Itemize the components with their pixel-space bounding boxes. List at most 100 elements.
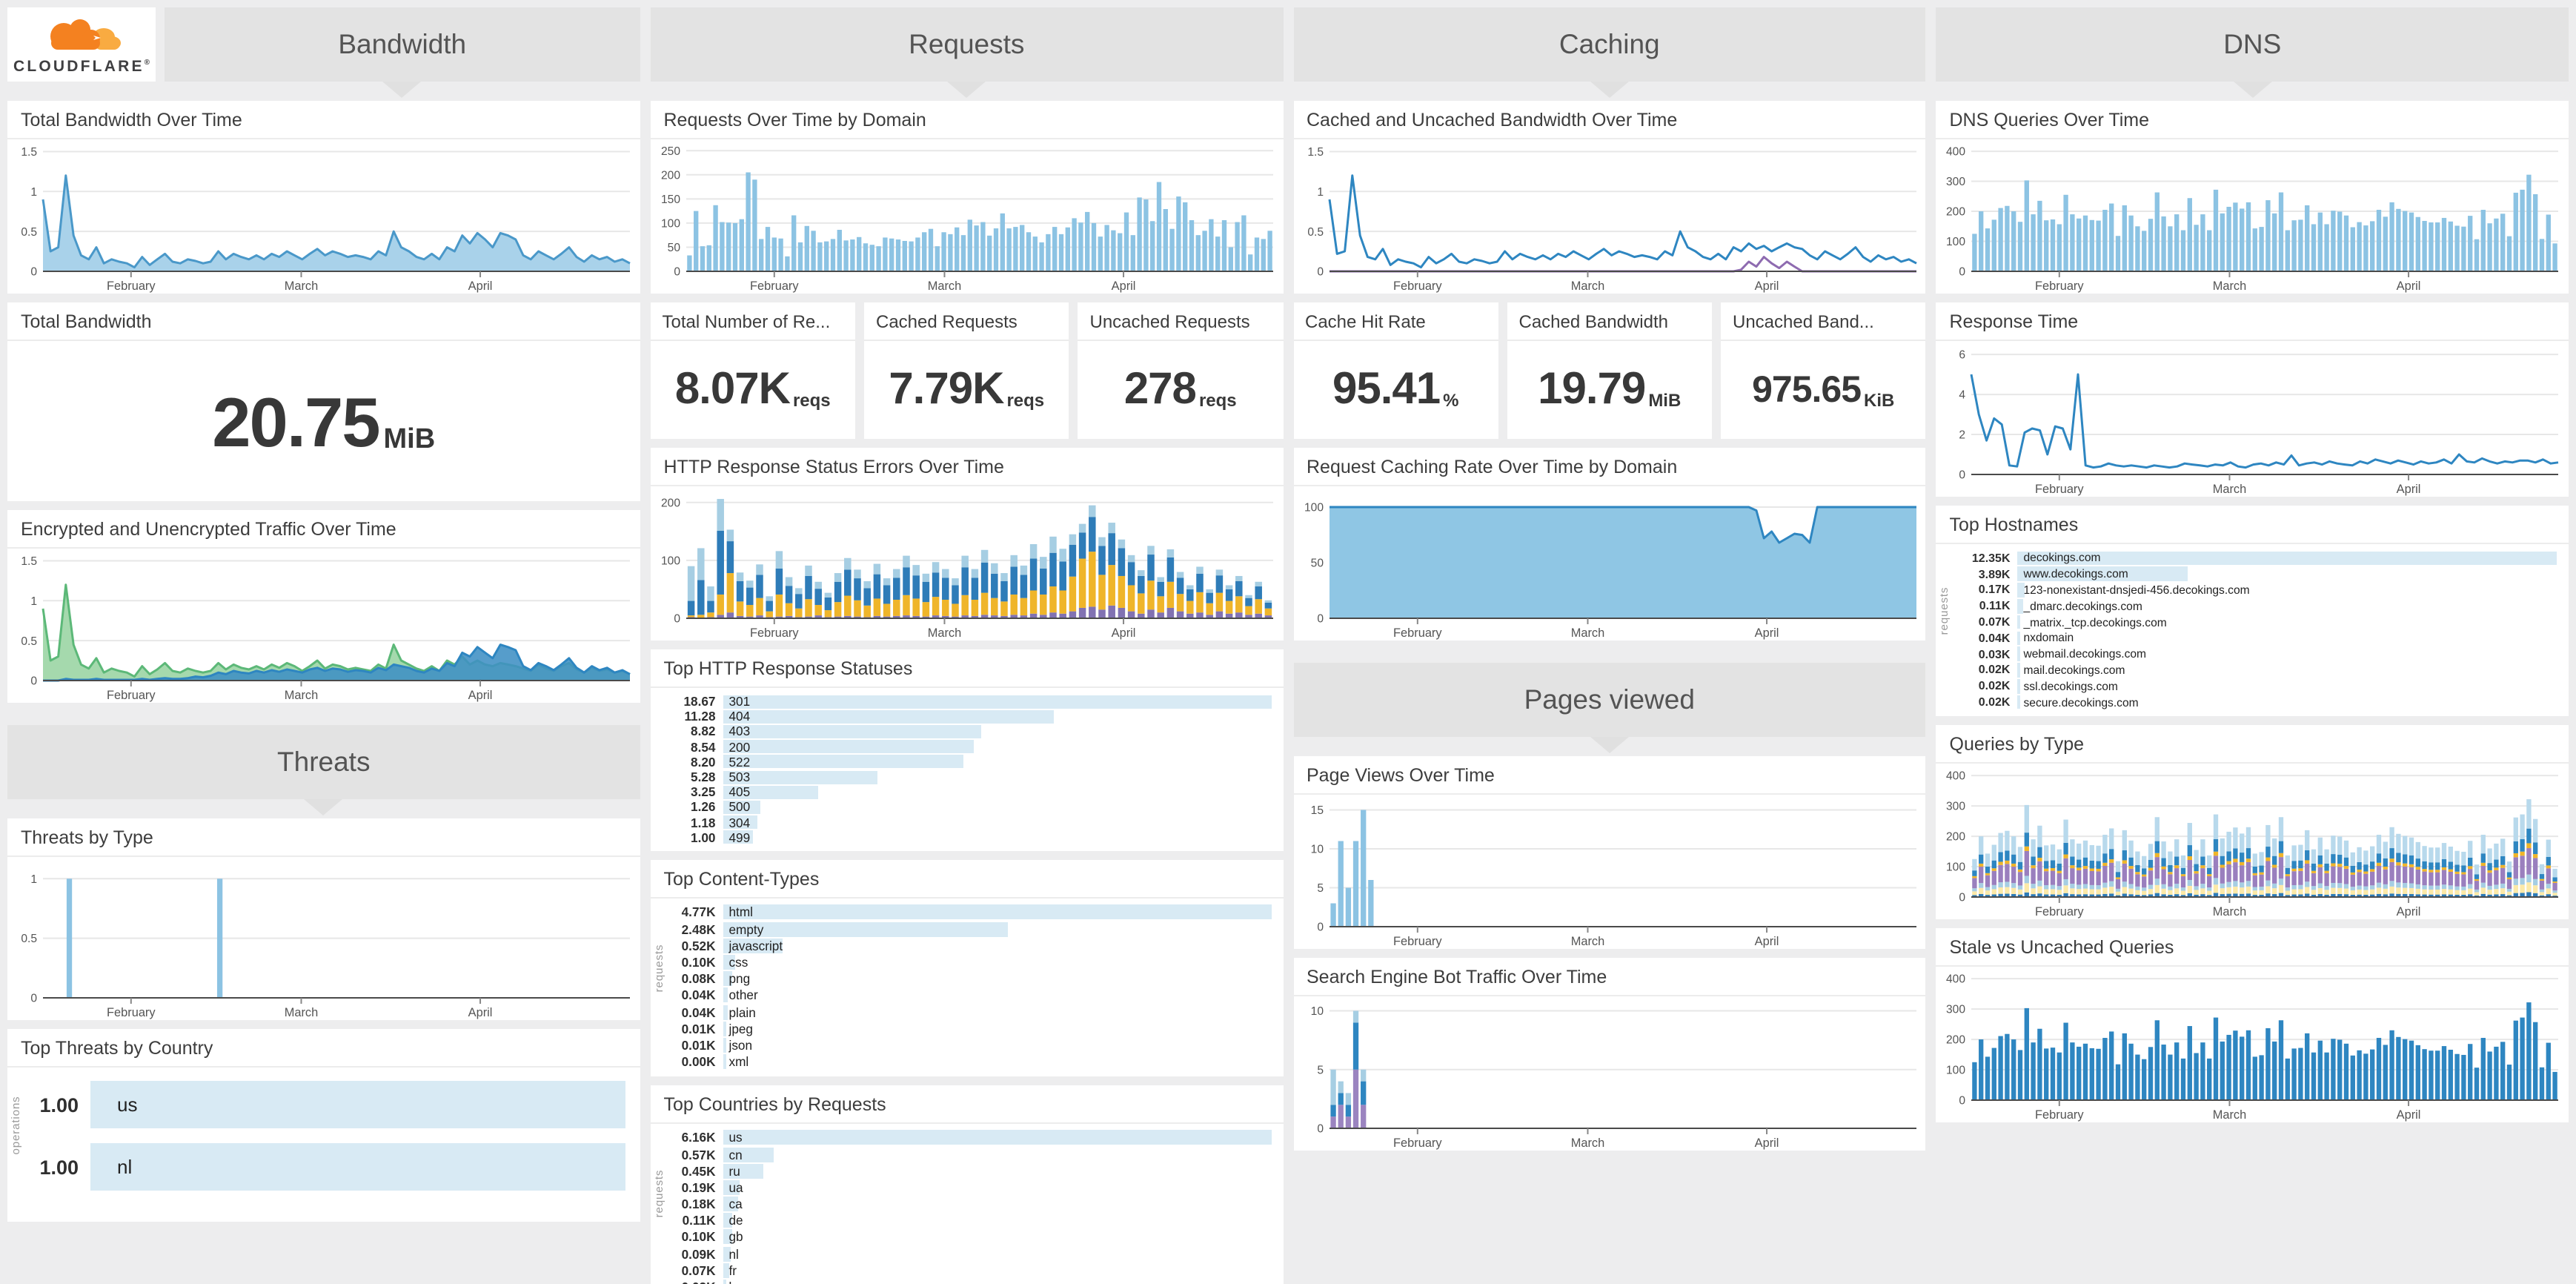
svg-text:March: March xyxy=(2213,1108,2247,1122)
row-value: 6.16K xyxy=(681,1130,716,1145)
svg-text:1: 1 xyxy=(30,595,37,608)
column-bandwidth: CLOUDFLARE® Bandwidth Total Bandwidth Ov… xyxy=(7,7,640,1277)
row-bar xyxy=(723,1163,763,1179)
stat-number: 19.79 xyxy=(1538,365,1646,414)
row-bar xyxy=(723,1213,733,1228)
panel-title: Top Content-Types xyxy=(650,860,1283,899)
stale-vs-uncached-chart[interactable]: 0 100 200 300 400 February March April xyxy=(1936,967,2569,1122)
queries-by-type-panel: Queries by Type 0 100 200 300 400 February Mar… xyxy=(1936,724,2569,919)
svg-text:100: 100 xyxy=(1304,502,1323,514)
request-caching-rate-chart[interactable]: 0 50 100 February March April xyxy=(1293,486,1926,641)
list-item: 0.03K webmail.decokings.com xyxy=(1956,646,2557,663)
row-label: gb xyxy=(728,1229,743,1245)
stat-title: Uncached Requests xyxy=(1078,302,1283,341)
dns-queries-chart[interactable]: 0 100 200 300 400 February March April xyxy=(1936,139,2569,294)
svg-text:300: 300 xyxy=(1946,801,1965,813)
top-countries-list: 6.16K us 0.57K cn 0.45K ru 0.19K ua 0.18K ca 0.11K… xyxy=(651,1124,1284,1284)
svg-text:April: April xyxy=(1111,626,1135,640)
queries-by-type-chart[interactable]: 0 100 200 300 400 February March April xyxy=(1936,764,2569,919)
row-bar xyxy=(723,938,783,953)
row-value: 0.10K xyxy=(681,955,716,970)
panel-title: Search Engine Bot Traffic Over Time xyxy=(1293,958,1926,996)
row-label: 123-nonexistant-dnsjedi-456.decokings.co… xyxy=(2023,583,2250,597)
row-value: 0.52K xyxy=(681,938,716,953)
panel-title: Request Caching Rate Over Time by Domain xyxy=(1293,448,1926,486)
row-label: decokings.com xyxy=(2023,551,2101,565)
row-bar xyxy=(2017,551,2557,566)
encrypted-traffic-chart[interactable]: 0 0.5 1 1.5 February March April xyxy=(7,549,640,703)
list-item: 0.01K json xyxy=(670,1037,1272,1053)
svg-text:March: March xyxy=(927,279,961,293)
list-item: 5.28 503 xyxy=(670,770,1272,784)
svg-text:1.5: 1.5 xyxy=(21,555,37,568)
requests-stats-row: Total Number of Re... 8.07K reqs Cached R… xyxy=(650,302,1283,439)
stat-card-cached-requests: Cached Requests 7.79K reqs xyxy=(864,302,1069,439)
svg-text:200: 200 xyxy=(660,497,680,509)
cloudflare-logo[interactable]: CLOUDFLARE® xyxy=(7,7,156,82)
svg-text:0.5: 0.5 xyxy=(21,933,37,945)
http-errors-chart[interactable]: 0 100 200 February March April xyxy=(651,486,1284,641)
cached-uncached-bandwidth-panel: Cached and Uncached Bandwidth Over Time … xyxy=(1293,101,1926,294)
svg-text:200: 200 xyxy=(1946,831,1965,844)
svg-text:April: April xyxy=(1754,279,1779,293)
list-item: 12.35K decokings.com xyxy=(1956,550,2557,566)
row-value: 1.00 xyxy=(39,1093,79,1116)
svg-text:0: 0 xyxy=(1959,892,1966,904)
page-views-chart[interactable]: 0 5 10 15 February March April xyxy=(1293,795,1926,949)
row-value: 1.00 xyxy=(39,1156,79,1178)
row-bar xyxy=(723,709,1055,724)
list-item: 2.48K empty xyxy=(670,921,1272,937)
row-value: 0.02K xyxy=(1978,695,2011,709)
row-value: 0.08K xyxy=(681,971,716,987)
row-label: 405 xyxy=(728,784,751,800)
top-http-statuses-panel: Top HTTP Response Statuses 18.67 301 11.28… xyxy=(650,649,1283,851)
row-bar xyxy=(2017,598,2023,614)
list-item: 1.26 500 xyxy=(670,800,1272,815)
search-bot-traffic-chart[interactable]: 0 5 10 February March April xyxy=(1293,996,1926,1151)
row-value: 0.04K xyxy=(681,987,716,1003)
list-item: 0.02K secure.decokings.com xyxy=(1956,694,2557,710)
row-bar xyxy=(723,1005,728,1020)
row-bar xyxy=(723,904,1271,920)
svg-text:April: April xyxy=(2397,1108,2421,1122)
svg-text:1.5: 1.5 xyxy=(21,146,37,159)
row-label: plain xyxy=(728,1005,756,1020)
cloudflare-cloud-icon xyxy=(50,19,121,50)
svg-text:5: 5 xyxy=(1316,882,1323,895)
svg-text:March: March xyxy=(927,626,961,640)
list-item: 0.04K plain xyxy=(670,1004,1272,1020)
svg-text:0: 0 xyxy=(1959,469,1966,482)
svg-text:200: 200 xyxy=(660,169,680,182)
stat-unit: MiB xyxy=(1648,390,1682,411)
response-time-chart[interactable]: 0 2 4 6 February March April xyxy=(1936,341,2569,497)
svg-text:200: 200 xyxy=(1946,206,1965,219)
chart-svg: 0 5 10 February March April xyxy=(1310,1005,1916,1150)
requests-over-time-panel: Requests Over Time by Domain 0 50 100 150 20… xyxy=(650,101,1284,294)
row-value: 0.02K xyxy=(670,1280,723,1284)
chart-svg: 0 50 100 February March April xyxy=(1304,502,1916,640)
row-value: 12.35K xyxy=(1971,551,2011,565)
panel-title: Cached and Uncached Bandwidth Over Time xyxy=(1293,101,1926,139)
stat-title: Total Number of Re... xyxy=(650,302,855,341)
svg-text:15: 15 xyxy=(1310,804,1324,817)
stat-card-cache-hit-rate: Cache Hit Rate 95.41% xyxy=(1293,302,1498,439)
row-value: 2.48K xyxy=(681,921,716,937)
svg-text:100: 100 xyxy=(1946,1065,1965,1077)
total-bandwidth-over-time-chart[interactable]: 0 0.5 1 1.5 February March April xyxy=(7,139,640,294)
row-label: xml xyxy=(728,1054,749,1070)
requests-over-time-chart[interactable]: 0 50 100 150 200 250 February March April xyxy=(651,139,1284,294)
row-value: 3.89K xyxy=(1978,567,2011,581)
row-bar xyxy=(723,724,982,738)
row-bar xyxy=(723,740,974,754)
stat-unit: MiB xyxy=(383,424,436,455)
threats-by-type-chart[interactable]: 0 0.5 1 February March April xyxy=(7,857,640,1020)
svg-text:March: March xyxy=(285,279,319,293)
row-bar xyxy=(723,815,758,830)
row-label: 200 xyxy=(728,739,751,755)
stat-title: Cache Hit Rate xyxy=(1293,302,1498,341)
svg-text:10: 10 xyxy=(1310,1005,1324,1018)
cached-uncached-bandwidth-chart[interactable]: 0 0.5 1 1.5 February March April xyxy=(1293,139,1926,294)
svg-text:4: 4 xyxy=(1959,389,1966,402)
row-value: 0.04K xyxy=(1978,631,2011,645)
row-bar xyxy=(723,1054,726,1070)
